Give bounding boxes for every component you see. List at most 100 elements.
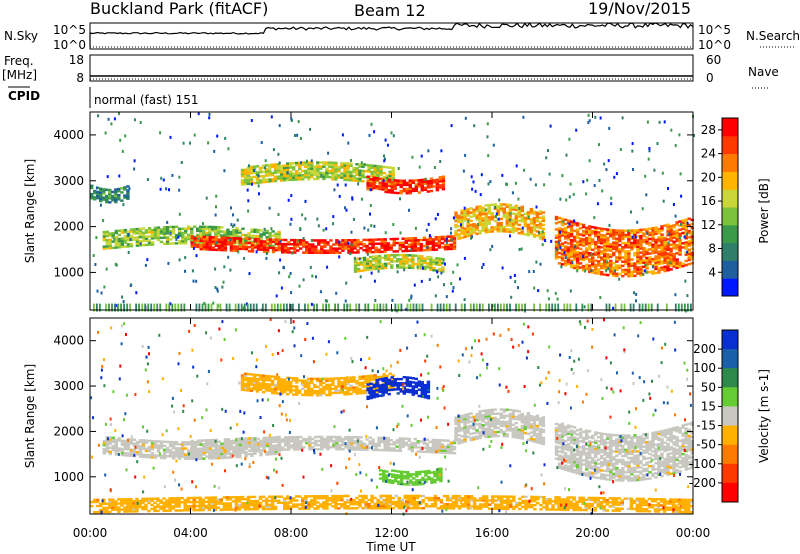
echo-cell	[681, 264, 685, 268]
echo-cell	[331, 163, 335, 167]
echo-cell	[438, 184, 443, 187]
echo-cell	[636, 272, 640, 275]
echo-cell	[196, 233, 200, 237]
echo-cell	[454, 426, 458, 430]
echo-cell	[114, 443, 119, 446]
echo-cell	[229, 245, 234, 248]
echo-cell	[102, 188, 106, 191]
echo-cell	[283, 378, 287, 381]
echo-cell	[460, 213, 464, 217]
echo-cell	[162, 226, 167, 229]
cpid-panel: CPID normal (fast) 151	[8, 86, 198, 108]
echo-cell	[377, 242, 381, 245]
echo-cell	[356, 243, 360, 246]
echo-cell	[377, 448, 381, 452]
echo-cell	[630, 241, 634, 245]
noise-cell	[487, 154, 490, 158]
echo-cell	[153, 228, 158, 232]
echo-cell	[126, 442, 131, 445]
ground-scatter-cell	[334, 303, 336, 312]
echo-cell	[554, 215, 559, 219]
noise-cell	[247, 199, 250, 203]
ground-scatter-cell	[575, 303, 578, 312]
echo-cell	[436, 468, 440, 471]
echo-cell	[343, 393, 347, 396]
echo-cell	[394, 469, 398, 473]
echo-cell	[606, 253, 610, 256]
echo-cell	[214, 442, 219, 446]
echo-cell	[597, 251, 601, 255]
echo-cell	[211, 227, 215, 231]
echo-cell	[438, 186, 443, 189]
echo-cell	[478, 418, 482, 421]
echo-cell	[438, 267, 442, 271]
echo-cell	[557, 251, 562, 255]
echo-cell	[378, 394, 382, 397]
echo-cell	[370, 376, 374, 380]
echo-cell	[615, 249, 619, 253]
echo-cell	[502, 211, 507, 215]
echo-cell	[316, 379, 320, 383]
echo-cell	[481, 428, 485, 431]
echo-cell	[633, 241, 637, 245]
echo-cell	[678, 232, 682, 236]
echo-cell	[597, 239, 601, 242]
echo-cell	[466, 435, 470, 438]
echo-cell	[687, 229, 691, 233]
echo-cell	[393, 185, 397, 188]
echo-cell	[410, 237, 415, 240]
echo-cell	[372, 394, 376, 397]
echo-cell	[560, 232, 565, 235]
echo-cell	[600, 262, 604, 266]
echo-cell	[396, 382, 400, 385]
echo-cell	[286, 174, 290, 178]
echo-cell	[505, 203, 510, 206]
echo-cell	[389, 447, 393, 450]
echo-cell	[684, 237, 688, 240]
echo-cell	[332, 439, 336, 443]
echo-cell	[114, 449, 119, 452]
echo-cell	[612, 243, 616, 246]
echo-cell	[147, 445, 152, 449]
echo-cell	[358, 179, 362, 183]
echo-cell	[630, 229, 634, 232]
echo-cell	[299, 444, 303, 447]
colorbar-tick-label: 12	[701, 218, 716, 232]
echo-cell	[138, 227, 143, 231]
echo-cell	[651, 237, 655, 240]
echo-cell	[279, 378, 284, 381]
echo-cell	[90, 186, 94, 190]
echo-cell	[293, 444, 297, 447]
echo-cell	[259, 229, 263, 232]
echo-cell	[281, 446, 285, 449]
echo-cell	[681, 219, 685, 222]
echo-cell	[349, 174, 353, 178]
echo-cell	[359, 257, 364, 260]
echo-cell	[454, 223, 458, 227]
echo-cell	[171, 231, 176, 235]
echo-cell	[657, 227, 661, 231]
echo-cell	[361, 173, 365, 177]
echo-cell	[138, 455, 143, 458]
echo-cell	[651, 245, 655, 248]
echo-cell	[535, 234, 540, 237]
echo-cell	[220, 452, 224, 456]
echo-cell	[428, 446, 433, 450]
echo-cell	[367, 378, 371, 382]
echo-cell	[289, 389, 293, 392]
echo-cell	[229, 446, 234, 449]
echo-cell	[472, 415, 476, 419]
echo-cell	[420, 385, 425, 388]
echo-cell	[675, 245, 679, 249]
echo-cell	[532, 219, 537, 222]
echo-cell	[235, 439, 240, 443]
echo-cell	[320, 437, 324, 441]
echo-cell	[669, 264, 673, 267]
echo-cell	[402, 388, 407, 391]
echo-cell	[258, 382, 263, 385]
echo-cell	[535, 215, 540, 219]
echo-cell	[343, 168, 347, 171]
echo-cell	[141, 455, 146, 459]
echo-cell	[597, 260, 601, 263]
echo-cell	[432, 181, 437, 184]
